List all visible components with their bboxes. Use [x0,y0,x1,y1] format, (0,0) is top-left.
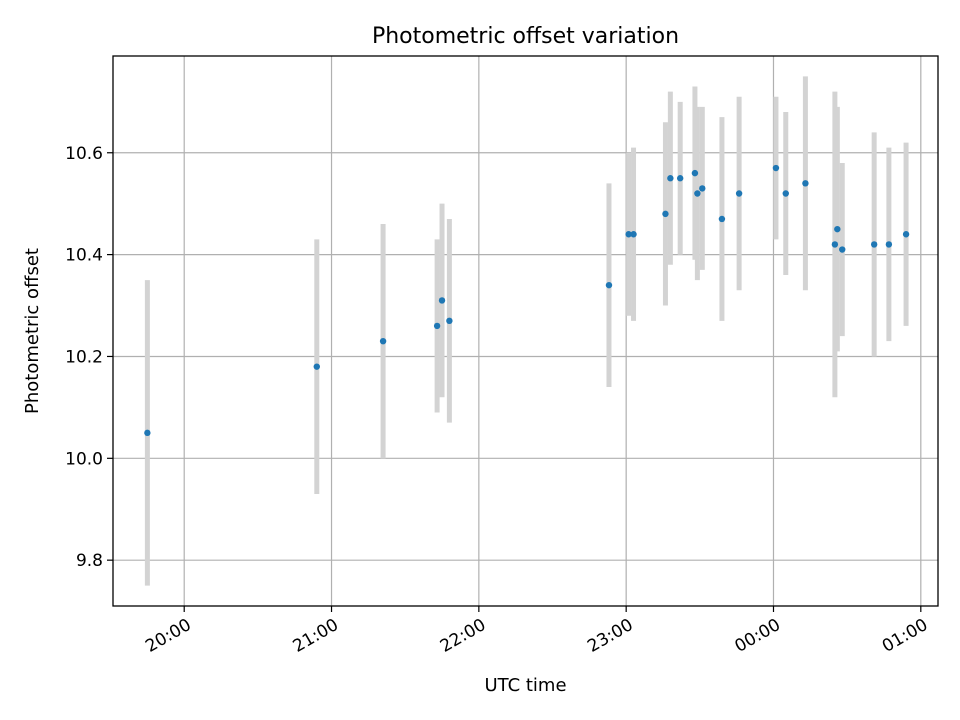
chart-title: Photometric offset variation [372,24,679,49]
data-point [144,429,151,437]
x-tick-label: 01:00 [879,615,931,657]
data-point [676,175,684,182]
data-point [831,241,839,248]
data-point [802,180,809,187]
data-point [735,190,743,197]
data-point [902,231,910,238]
data-point [870,241,878,248]
x-tick-label: 22:00 [437,615,489,657]
data-point [625,231,632,238]
x-tick-label: 21:00 [290,615,342,657]
data-point [605,281,613,289]
plot-frame [112,55,939,607]
data-point [718,215,726,223]
point-layer [144,164,910,437]
data-point [433,322,441,330]
data-point [694,190,701,197]
data-point [885,241,893,248]
data-point [699,185,706,192]
tick-layer: 20:00 21:00 22:00 23:00 00:00 01:00 9.8 10.0 10.… [65,144,931,657]
data-point [446,317,453,325]
data-point [667,175,674,182]
x-axis-label: UTC time [484,675,566,696]
x-tick-label: 20:00 [142,615,194,657]
y-tick-label: 9.8 [76,551,103,571]
y-axis-label: Photometric offset [22,248,43,414]
grid-layer [113,56,938,606]
y-tick-label: 10.6 [65,144,103,164]
x-tick-label: 23:00 [584,615,636,657]
data-point [630,231,637,238]
y-tick-label: 10.4 [65,246,103,266]
data-point [772,164,780,172]
data-point [662,210,669,218]
data-point [782,190,789,197]
data-point [438,297,446,304]
y-tick-label: 10.2 [65,347,103,367]
data-point [839,246,846,253]
data-point [379,337,387,345]
y-tick-label: 10.0 [65,449,103,469]
data-point [691,169,699,177]
x-tick-label: 00:00 [732,615,784,657]
data-point [313,363,320,370]
data-point [834,225,841,233]
